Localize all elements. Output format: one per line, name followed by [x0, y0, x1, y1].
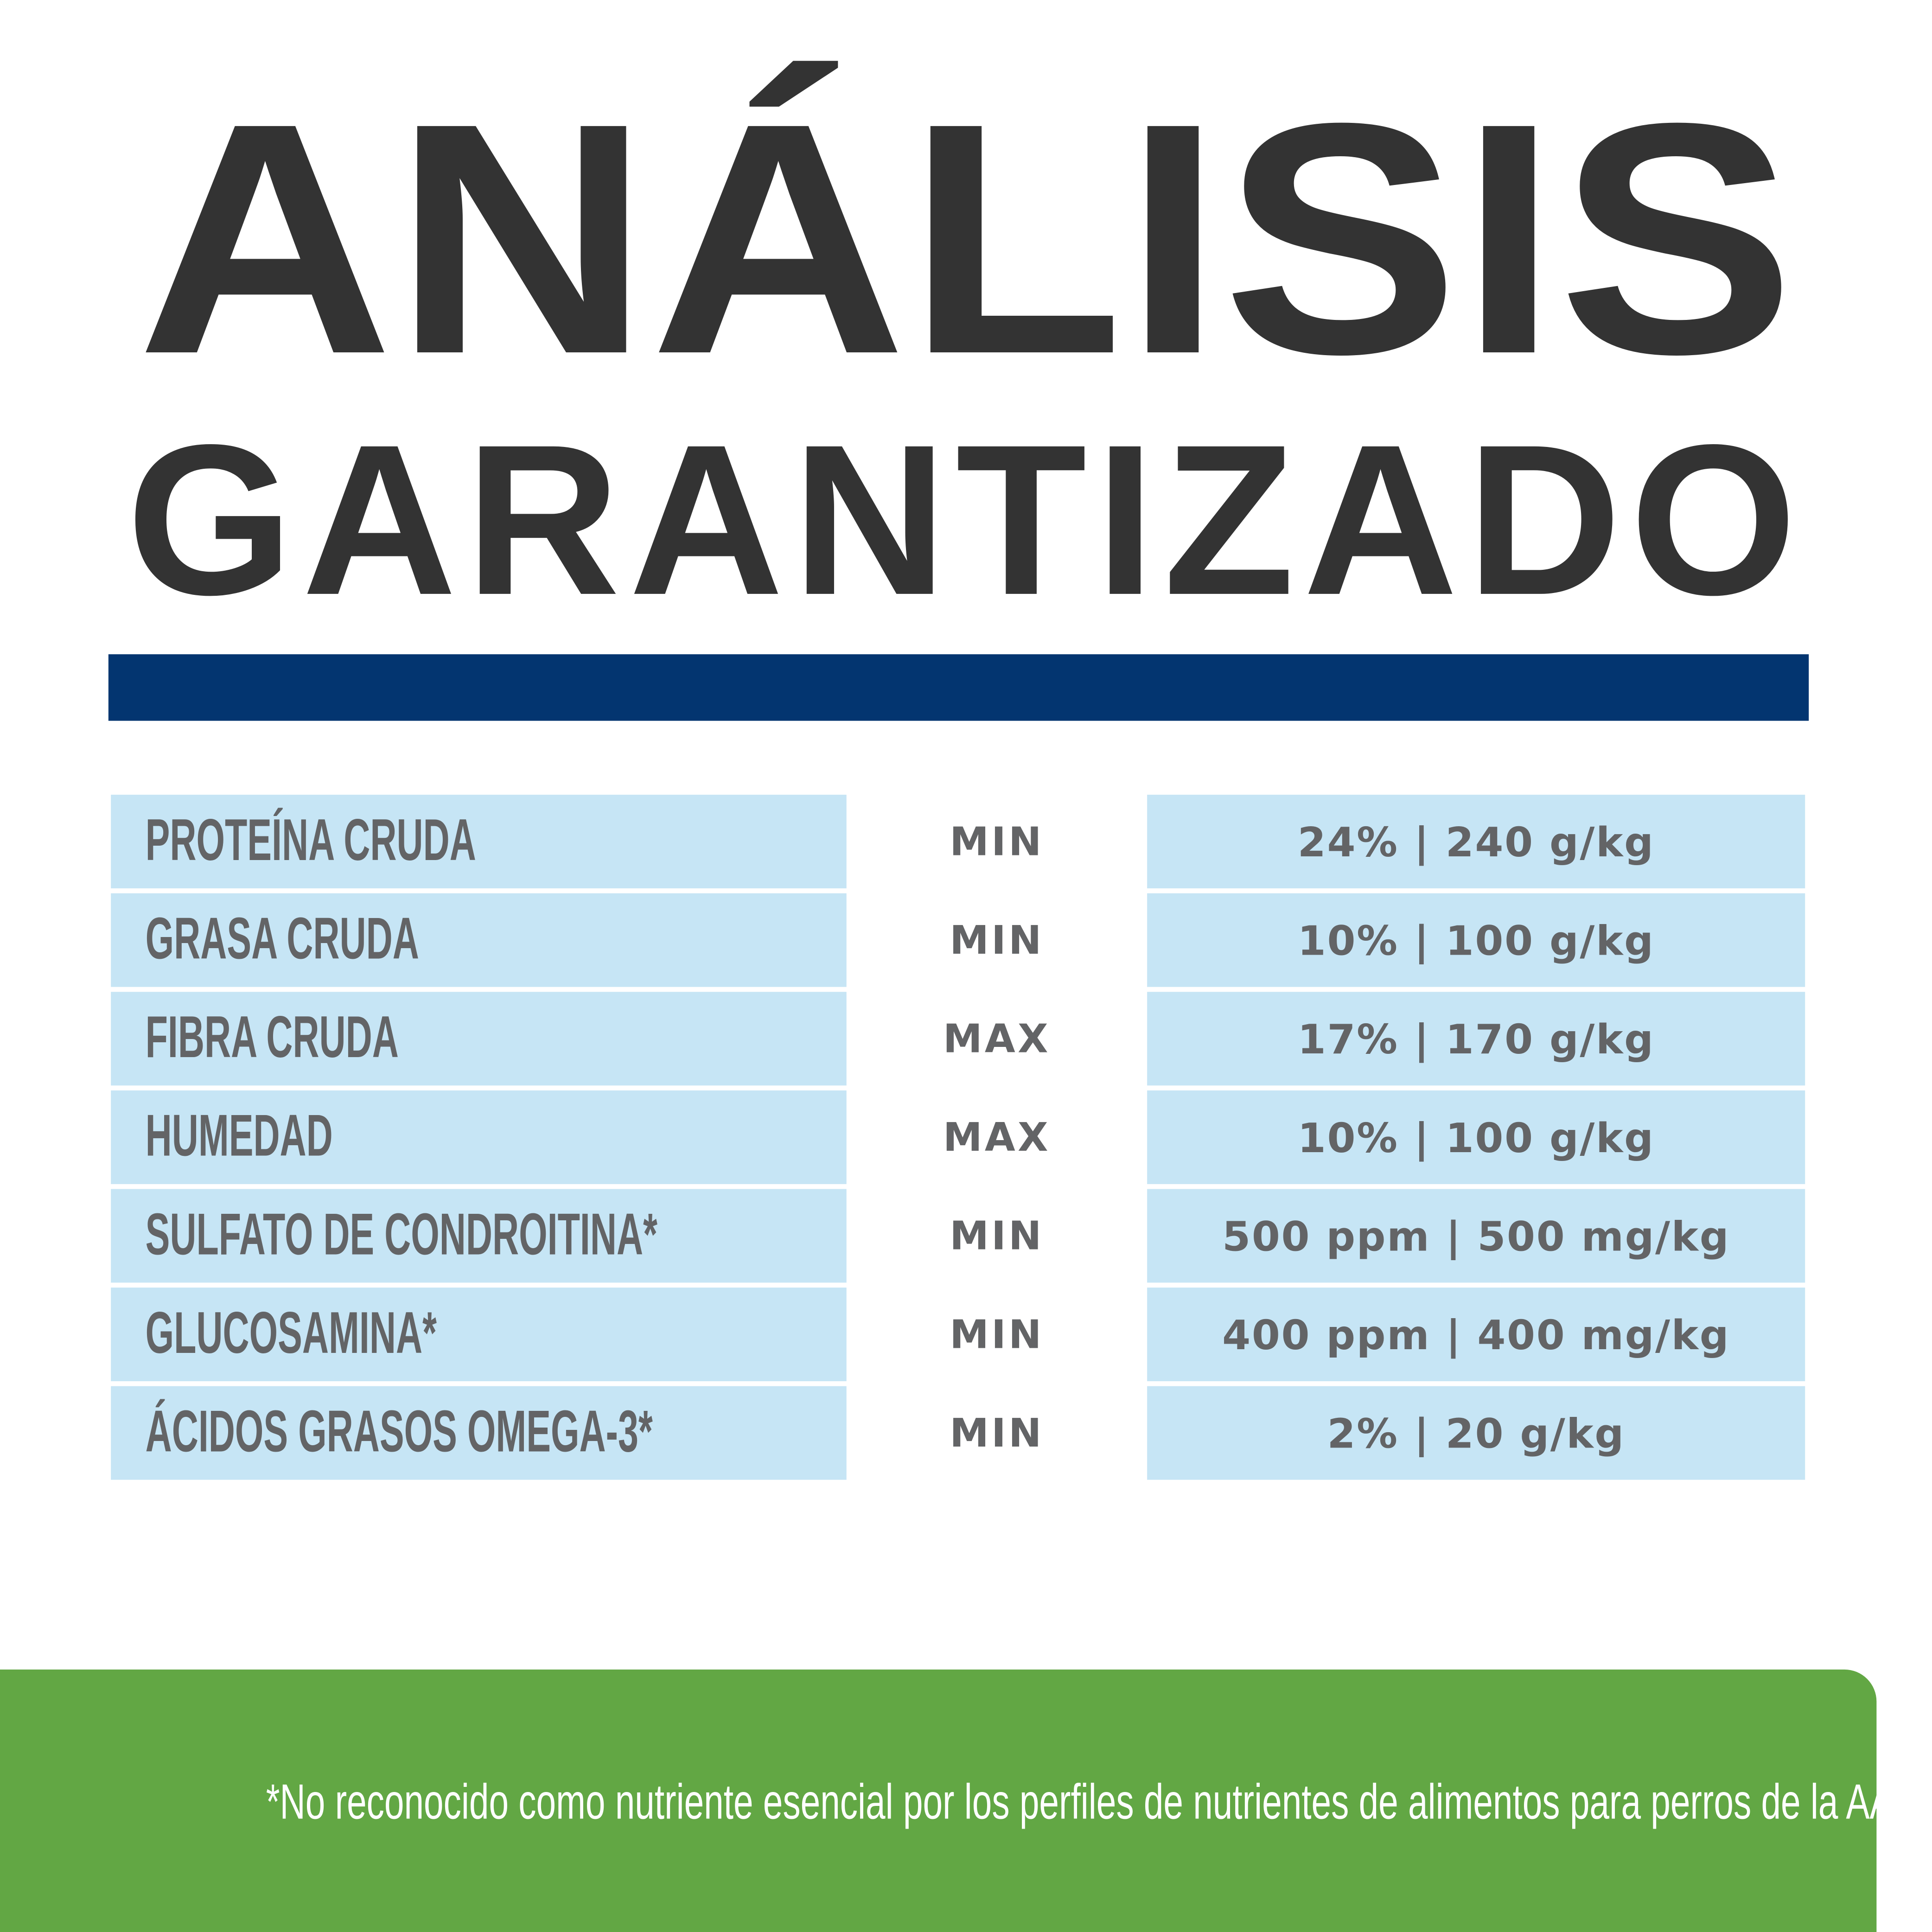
value-cell: 24% | 240 g/kg: [1147, 795, 1805, 889]
value-cell: 400 ppm | 400 mg/kg: [1147, 1288, 1805, 1382]
table-row: GRASA CRUDA MIN 10% | 100 g/kg: [111, 893, 1805, 987]
nutrient-cell: GLUCOSAMINA*: [111, 1288, 847, 1382]
nutrient-value: 500 ppm | 500 mg/kg: [1222, 1212, 1730, 1261]
limit-type: MIN: [950, 917, 1044, 964]
value-cell: 10% | 100 g/kg: [1147, 893, 1805, 987]
nutrient-value: 400 ppm | 400 mg/kg: [1222, 1311, 1730, 1359]
limit-type: MAX: [943, 1015, 1051, 1062]
limit-type: MIN: [950, 1311, 1044, 1358]
limit-type: MIN: [950, 818, 1044, 865]
nutrient-value: 2% | 20 g/kg: [1327, 1409, 1625, 1458]
limit-type: MAX: [943, 1114, 1051, 1161]
nutrient-value: 10% | 100 g/kg: [1297, 1114, 1655, 1162]
nutrient-label: GLUCOSAMINA*: [145, 1301, 437, 1367]
nutrient-label: SULFATO DE CONDROITINA*: [145, 1202, 657, 1268]
limit-type: MIN: [950, 1212, 1044, 1259]
nutrient-value: 10% | 100 g/kg: [1297, 917, 1655, 965]
footnote-text: *No reconocido como nutriente esencial p…: [266, 1775, 1932, 1830]
nutrient-cell: HUMEDAD: [111, 1090, 847, 1184]
table-row: SULFATO DE CONDROITINA* MIN 500 ppm | 50…: [111, 1189, 1805, 1283]
footnote-banner: *No reconocido como nutriente esencial p…: [0, 1669, 1932, 1932]
title-line-2: GARANTIZADO: [126, 399, 1805, 640]
value-cell: 500 ppm | 500 mg/kg: [1147, 1189, 1805, 1283]
table-row: PROTEÍNA CRUDA MIN 24% | 240 g/kg: [111, 795, 1805, 889]
table-row: HUMEDAD MAX 10% | 100 g/kg: [111, 1090, 1805, 1184]
nutrient-label: FIBRA CRUDA: [145, 1005, 399, 1071]
nutrient-cell: PROTEÍNA CRUDA: [111, 795, 847, 889]
value-cell: 10% | 100 g/kg: [1147, 1090, 1805, 1184]
divider-bar: [108, 654, 1809, 721]
nutrient-label: ÁCIDOS GRASOS OMEGA-3*: [145, 1399, 653, 1465]
nutrient-value: 24% | 240 g/kg: [1297, 818, 1655, 867]
nutrient-cell: ÁCIDOS GRASOS OMEGA-3*: [111, 1386, 847, 1480]
table-row: FIBRA CRUDA MAX 17% | 170 g/kg: [111, 992, 1805, 1086]
nutrient-value: 17% | 170 g/kg: [1297, 1015, 1655, 1064]
limit-type: MIN: [950, 1409, 1044, 1457]
table-row: GLUCOSAMINA* MIN 400 ppm | 400 mg/kg: [111, 1288, 1805, 1382]
nutrient-cell: GRASA CRUDA: [111, 893, 847, 987]
nutrient-cell: SULFATO DE CONDROITINA*: [111, 1189, 847, 1283]
title-line-1: ANÁLISIS: [137, 54, 1795, 423]
nutrient-cell: FIBRA CRUDA: [111, 992, 847, 1086]
value-cell: 2% | 20 g/kg: [1147, 1386, 1805, 1480]
nutrient-label: PROTEÍNA CRUDA: [145, 808, 476, 874]
nutrient-label: GRASA CRUDA: [145, 906, 419, 972]
nutrient-label: HUMEDAD: [145, 1104, 333, 1169]
value-cell: 17% | 170 g/kg: [1147, 992, 1805, 1086]
table-row: ÁCIDOS GRASOS OMEGA-3* MIN 2% | 20 g/kg: [111, 1386, 1805, 1480]
